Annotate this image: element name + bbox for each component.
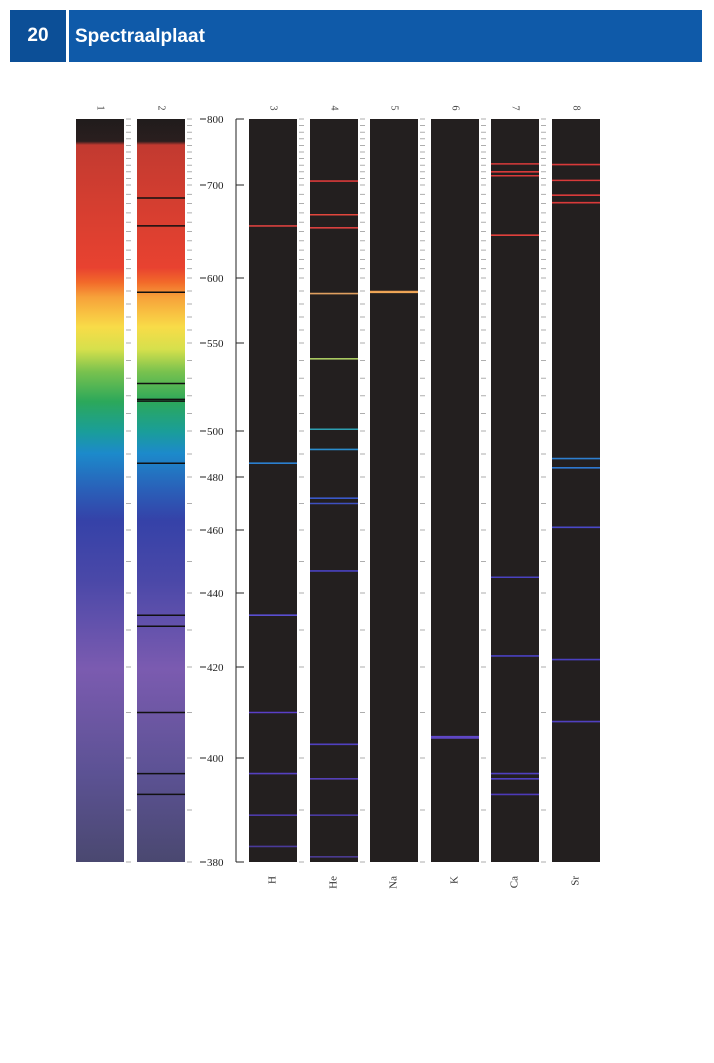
absorption-spectrum (137, 119, 185, 862)
element-label: Sr (570, 876, 582, 886)
element-label: Na (388, 876, 400, 889)
axis-tick-label: 460 (207, 525, 224, 537)
column-number: 4 (329, 106, 340, 111)
emission-background (431, 119, 479, 862)
emission-background (249, 119, 297, 862)
emission-background (491, 119, 539, 862)
continuous-spectrum (76, 119, 124, 862)
spectrum-column-4: 4 He (310, 106, 358, 889)
axis-tick-label: 800 (207, 114, 224, 126)
page-header (10, 10, 702, 62)
column-number: 7 (510, 106, 521, 111)
axis-tick-label: 420 (207, 662, 224, 674)
axis-tick-label: 380 (207, 857, 224, 869)
emission-background (552, 119, 600, 862)
spectrum-column-6: 6K (431, 106, 479, 884)
column-number: 3 (268, 106, 279, 111)
column-number: 6 (450, 106, 461, 111)
column-number: 8 (571, 106, 582, 111)
axis-tick-label: 440 (207, 588, 224, 600)
page-title: Spectraalplaat (75, 26, 205, 47)
axis-tick-label: 500 (207, 426, 224, 438)
spectrum-column-2: 2 (137, 106, 185, 862)
element-label: Ca (509, 876, 521, 888)
page-number: 20 (10, 10, 66, 62)
spectrum-column-5: 5 Na (370, 106, 418, 889)
axis-tick-label: 600 (207, 273, 224, 285)
axis-tick-label: 700 (207, 180, 224, 192)
element-label: He (328, 876, 340, 889)
axis-tick-label: 550 (207, 338, 224, 350)
axis-tick-label: 400 (207, 753, 224, 765)
column-number: 5 (389, 106, 400, 111)
header-divider (66, 10, 69, 62)
wavelength-axis: 800 700 600 550 500 480 460 440 420 400 380 (200, 114, 244, 869)
spectrum-column-8: 8 Sr (552, 106, 600, 886)
spectrum-column-3: 3H (249, 106, 297, 884)
axis-tick-label: 480 (207, 472, 224, 484)
column-number: 1 (95, 106, 106, 111)
element-label: K (449, 876, 461, 884)
element-label: H (267, 876, 279, 884)
spectrum-column-7: 7 Ca (491, 106, 539, 888)
spectrum-column-1: 1 (76, 106, 124, 862)
emission-background (370, 119, 418, 862)
column-number: 2 (156, 106, 167, 111)
emission-background (310, 119, 358, 862)
